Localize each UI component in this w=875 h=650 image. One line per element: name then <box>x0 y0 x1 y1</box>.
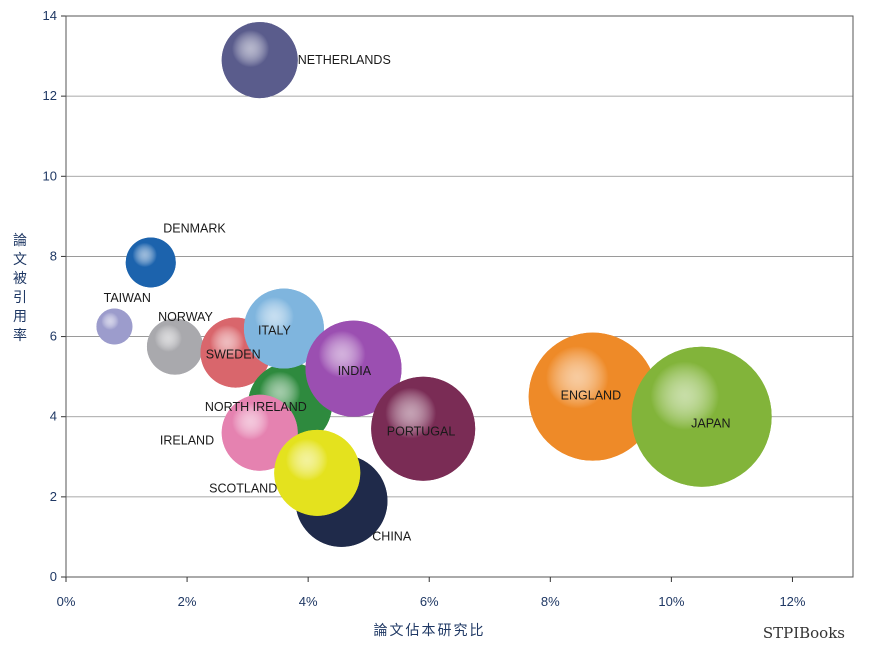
y-tick-label: 8 <box>50 248 57 263</box>
y-tick-labels: 0 2 4 6 8 10 12 14 <box>43 8 57 584</box>
x-tick-label: 2% <box>178 594 197 609</box>
bubble-shading <box>146 318 203 375</box>
x-tick-label: 12% <box>779 594 805 609</box>
bubble-shading <box>221 22 298 99</box>
x-tick-label: 6% <box>420 594 439 609</box>
y-tick-label: 10 <box>43 168 57 183</box>
x-tick-label: 8% <box>541 594 560 609</box>
bubble-label: NETHERLANDS <box>298 53 391 67</box>
grid-lines <box>61 15 853 578</box>
axes <box>65 15 854 582</box>
bubble-label: SCOTLAND <box>209 482 277 496</box>
bubble-label: ITALY <box>258 324 292 338</box>
bubble-label: INDIA <box>338 364 372 378</box>
y-tick-label: 0 <box>50 569 57 584</box>
bubble-label: PORTUGAL <box>387 424 456 438</box>
bubble-shading <box>371 376 476 481</box>
bubble-shading <box>96 308 133 345</box>
y-tick-label: 4 <box>50 409 57 424</box>
x-tick-labels: 0% 2% 4% 6% 8% 10% 12% <box>57 594 806 609</box>
bubble-label: NORWAY <box>158 310 213 324</box>
bubble-shading <box>125 237 176 288</box>
bubble-label: JAPAN <box>691 417 730 431</box>
bubble-shading <box>528 332 657 461</box>
plot-frame <box>65 15 854 578</box>
bubble-label: CHINA <box>372 530 412 544</box>
bubble-label: SWEDEN <box>206 347 261 361</box>
bubble-shading <box>221 394 298 471</box>
bubble-label: IRELAND <box>160 433 214 447</box>
bubble-label: ENGLAND <box>561 388 621 402</box>
y-axis-title: 論文被引用率 <box>13 233 27 344</box>
bubbles <box>96 22 772 547</box>
bubble-shading <box>243 288 324 369</box>
bubble-label: DENMARK <box>163 222 226 236</box>
y-tick-label: 12 <box>43 88 57 103</box>
y-tick-label: 14 <box>43 8 57 23</box>
bubble-shading <box>305 320 402 417</box>
bubble-shading <box>274 429 361 516</box>
bubble-shading <box>631 346 772 487</box>
x-axis-title: 論文佔本研究比 <box>374 623 486 639</box>
x-tick-label: 0% <box>57 594 76 609</box>
bubble-labels: NETHERLANDS DENMARK TAIWAN NORWAY SWEDEN NORT… <box>104 53 731 544</box>
bubble-label: TAIWAN <box>104 291 151 305</box>
y-tick-label: 6 <box>50 329 57 344</box>
x-tick-label: 10% <box>658 594 684 609</box>
watermark: STPIBooks <box>763 624 845 642</box>
y-tick-label: 2 <box>50 489 57 504</box>
x-tick-label: 4% <box>299 594 318 609</box>
bubble-label: NORTH IRELAND <box>205 400 307 414</box>
